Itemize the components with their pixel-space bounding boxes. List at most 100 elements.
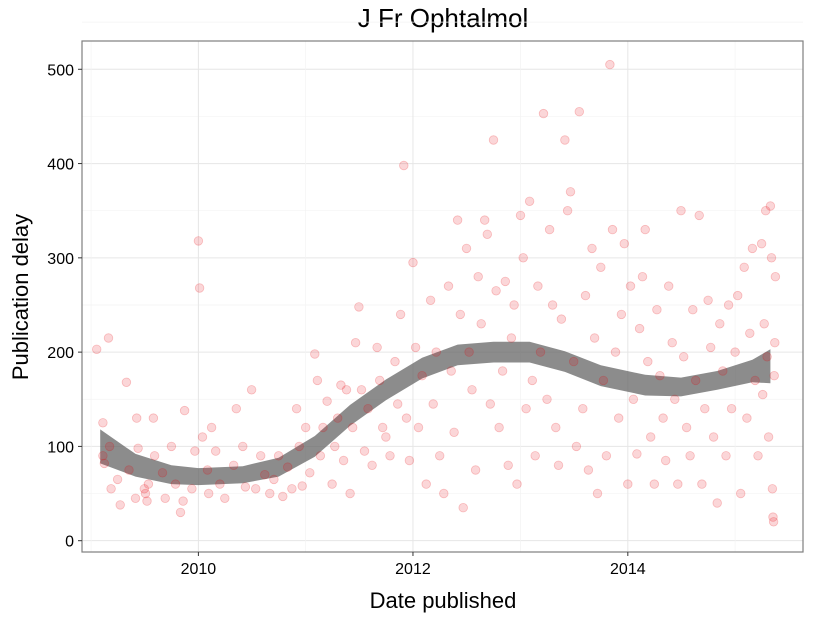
data-point <box>712 498 722 508</box>
data-point <box>652 305 662 315</box>
data-point <box>179 405 190 416</box>
data-point <box>753 451 763 461</box>
grid-lines <box>82 21 803 552</box>
data-point <box>103 333 114 343</box>
points-layer <box>91 59 781 527</box>
data-point <box>443 281 454 291</box>
data-point <box>718 366 728 376</box>
data-point <box>115 500 125 510</box>
data-point <box>190 446 200 456</box>
data-point <box>455 309 466 320</box>
plot-panel <box>82 41 803 552</box>
data-point <box>535 347 546 357</box>
data-point <box>148 413 159 423</box>
data-point <box>628 394 639 405</box>
data-point <box>140 488 151 499</box>
data-point <box>410 342 421 353</box>
data-point <box>681 422 692 433</box>
data-point <box>637 272 648 282</box>
data-point <box>98 418 108 428</box>
data-point <box>385 451 395 461</box>
data-point <box>350 338 361 348</box>
data-point <box>215 479 225 489</box>
data-point <box>605 59 615 70</box>
data-point <box>488 135 499 145</box>
data-point <box>767 484 778 494</box>
data-point <box>435 451 445 461</box>
data-point <box>170 479 181 489</box>
data-point <box>661 455 671 466</box>
data-point <box>401 413 412 423</box>
data-point <box>246 385 257 395</box>
x-tick-label: 2010 <box>181 561 217 578</box>
data-point <box>589 333 600 343</box>
data-point <box>521 404 531 414</box>
data-point <box>676 205 686 216</box>
data-point <box>283 462 293 472</box>
data-point <box>542 394 552 405</box>
data-point <box>106 484 116 494</box>
data-point <box>759 319 769 329</box>
data-point <box>322 396 332 406</box>
data-point <box>619 238 630 249</box>
data-point <box>367 460 377 471</box>
data-point <box>194 283 205 293</box>
data-point <box>359 446 370 456</box>
data-point <box>649 479 660 489</box>
data-point <box>562 205 573 216</box>
data-point <box>607 224 618 235</box>
data-point <box>533 281 543 291</box>
data-point <box>467 385 477 395</box>
data-point <box>345 488 355 499</box>
data-point <box>703 295 713 306</box>
data-point <box>583 465 594 475</box>
data-point <box>503 460 513 471</box>
data-point <box>670 394 680 405</box>
data-point <box>750 375 760 386</box>
data-point <box>610 347 621 357</box>
data-point <box>413 422 424 433</box>
data-point <box>761 205 771 216</box>
data-point <box>408 257 418 268</box>
data-point <box>574 106 585 117</box>
data-point <box>250 484 261 494</box>
data-point <box>449 427 459 438</box>
data-point <box>632 449 642 459</box>
data-point <box>614 413 624 423</box>
data-point <box>130 493 141 504</box>
data-point <box>202 465 213 475</box>
data-point <box>485 399 496 409</box>
data-point <box>336 380 346 390</box>
data-point <box>694 210 704 221</box>
data-point <box>98 451 108 461</box>
data-point <box>512 479 522 489</box>
data-point <box>312 375 323 386</box>
data-point <box>706 342 716 353</box>
data-point <box>560 135 570 145</box>
data-point <box>506 333 517 343</box>
data-point <box>327 479 337 489</box>
data-point <box>634 323 645 334</box>
data-point <box>425 295 436 306</box>
data-point <box>556 314 567 324</box>
y-tick-label: 300 <box>47 251 74 268</box>
chart-title: J Fr Ophtalmol <box>358 3 529 33</box>
data-point <box>330 441 340 452</box>
data-point <box>565 187 576 197</box>
data-point <box>733 290 743 301</box>
data-point <box>139 484 150 494</box>
data-point <box>363 404 373 414</box>
data-point <box>210 446 221 456</box>
data-point <box>688 305 698 315</box>
data-point <box>238 441 248 452</box>
data-point <box>318 422 328 433</box>
x-tick-label: 2014 <box>610 561 646 578</box>
data-point <box>646 432 656 442</box>
data-point <box>700 404 710 414</box>
data-point <box>178 496 188 506</box>
data-point <box>421 479 431 489</box>
data-point <box>745 328 755 339</box>
data-point <box>404 455 415 466</box>
data-point <box>439 488 449 499</box>
data-point <box>763 432 774 442</box>
